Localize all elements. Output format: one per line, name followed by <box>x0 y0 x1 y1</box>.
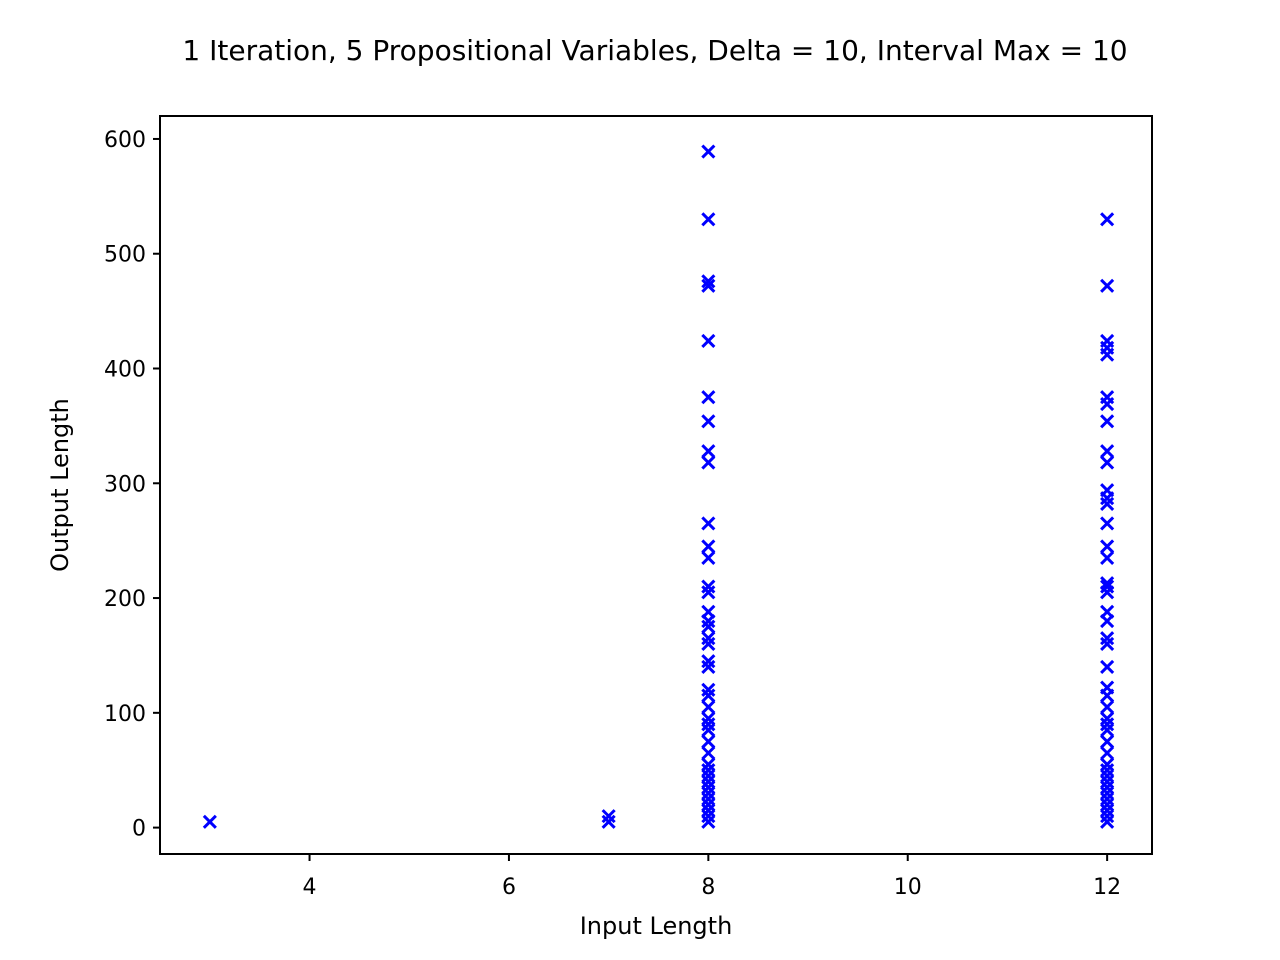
data-point-marker <box>701 585 716 600</box>
chart-title: 1 Iteration, 5 Propositional Variables, … <box>182 34 1127 67</box>
data-point-marker <box>701 333 716 349</box>
y-tick-label: 500 <box>104 243 146 268</box>
data-point-marker <box>701 539 716 554</box>
data-point-marker <box>701 550 716 565</box>
data-point-marker <box>1100 516 1115 531</box>
x-tick-label: 4 <box>303 875 317 900</box>
data-point-marker <box>1100 496 1115 511</box>
y-tick-label: 100 <box>104 702 146 727</box>
data-point-marker <box>1100 550 1115 565</box>
data-point-marker <box>701 144 716 159</box>
data-point-marker <box>701 791 716 806</box>
data-point-marker <box>1100 455 1115 470</box>
data-point-marker <box>1100 414 1115 429</box>
data-point-marker <box>1100 212 1115 227</box>
y-axis-label: Output Length <box>46 398 74 572</box>
data-point-marker <box>1100 814 1115 829</box>
data-point-marker <box>1100 700 1115 715</box>
data-point-marker <box>1100 604 1115 619</box>
data-point-marker <box>1100 333 1115 349</box>
data-point-marker <box>701 700 716 715</box>
data-point-marker <box>1100 774 1115 789</box>
data-point-marker <box>1100 278 1115 293</box>
data-point-marker <box>202 814 217 829</box>
data-point-marker <box>701 274 716 289</box>
data-point-marker <box>701 809 716 824</box>
data-point-marker <box>701 734 716 749</box>
y-axis: 0 100 200 300 400 500 600 <box>104 128 160 842</box>
data-point-marker <box>1100 809 1115 824</box>
data-point-marker <box>1100 444 1115 459</box>
data-point-marker <box>1100 631 1115 646</box>
data-point-marker <box>701 414 716 429</box>
data-point-marker <box>701 786 716 801</box>
x-axis: 4 6 8 10 12 <box>303 854 1121 900</box>
data-point-marker <box>701 774 716 789</box>
data-point-marker <box>1100 717 1115 732</box>
data-point-marker <box>1100 680 1115 695</box>
y-tick-label: 200 <box>104 587 146 612</box>
data-point-marker <box>701 631 716 646</box>
data-point-marker <box>701 212 716 227</box>
data-point-marker <box>701 722 716 738</box>
data-point-marker <box>701 757 716 772</box>
plot-area-frame <box>159 115 1153 855</box>
data-point-marker <box>701 688 716 703</box>
data-point-marker <box>701 579 716 594</box>
data-point-marker <box>701 797 716 812</box>
data-point-marker <box>1100 734 1115 749</box>
data-point-marker <box>701 768 716 784</box>
data-point-marker <box>701 636 716 652</box>
data-point-marker <box>1100 768 1115 784</box>
y-tick-label: 0 <box>132 817 146 842</box>
data-point-marker <box>701 455 716 470</box>
data-point-marker <box>701 682 716 697</box>
data-point-marker <box>701 604 716 619</box>
data-point-marker <box>1100 763 1115 778</box>
data-point-marker <box>1100 711 1115 726</box>
data-point-marker <box>1100 745 1115 761</box>
data-point-marker <box>601 809 616 824</box>
data-point-marker <box>701 654 716 669</box>
data-point-marker <box>701 444 716 459</box>
data-point-marker <box>701 803 716 818</box>
data-point-marker <box>701 390 716 405</box>
x-tick-label: 8 <box>701 875 715 900</box>
data-point-marker <box>1100 722 1115 738</box>
data-point-marker <box>701 711 716 726</box>
x-axis-label: Input Length <box>580 912 733 940</box>
data-point-marker <box>1100 579 1115 594</box>
data-point-marker <box>1100 483 1115 498</box>
data-point-marker <box>1100 390 1115 405</box>
y-tick-label: 300 <box>104 472 146 497</box>
data-point-marker <box>1100 576 1115 591</box>
x-tick-label: 12 <box>1093 875 1121 900</box>
data-points <box>202 144 1115 829</box>
data-point-marker <box>601 814 616 829</box>
data-point-marker <box>1100 803 1115 818</box>
data-point-marker <box>1100 797 1115 812</box>
x-tick-label: 10 <box>894 875 922 900</box>
data-point-marker <box>1100 780 1115 795</box>
data-point-marker <box>701 659 716 674</box>
data-point-marker <box>701 763 716 778</box>
data-point-marker <box>701 814 716 829</box>
y-tick-label: 600 <box>104 128 146 153</box>
data-point-marker <box>701 780 716 795</box>
data-point-marker <box>1100 659 1115 674</box>
x-tick-label: 6 <box>502 875 516 900</box>
data-point-marker <box>1100 786 1115 801</box>
data-point-marker <box>701 516 716 531</box>
data-point-marker <box>1100 757 1115 772</box>
data-point-marker <box>701 717 716 732</box>
y-tick-label: 400 <box>104 358 146 383</box>
data-point-marker <box>701 745 716 761</box>
data-point-marker <box>701 278 716 293</box>
data-point-marker <box>1100 636 1115 652</box>
data-point-marker <box>701 619 716 634</box>
data-point-marker <box>1100 539 1115 554</box>
data-point-marker <box>1100 791 1115 806</box>
